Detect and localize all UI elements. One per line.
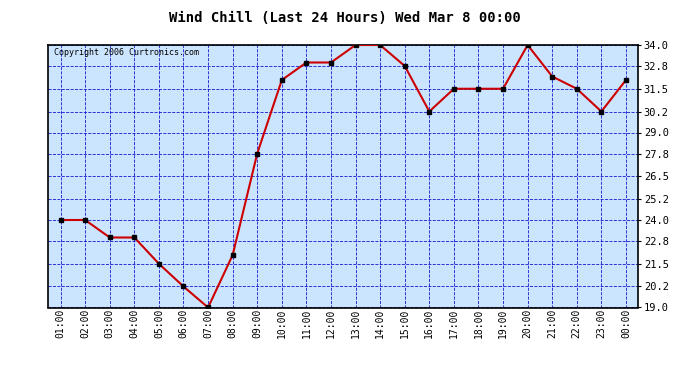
Text: Copyright 2006 Curtronics.com: Copyright 2006 Curtronics.com: [55, 48, 199, 57]
Text: Wind Chill (Last 24 Hours) Wed Mar 8 00:00: Wind Chill (Last 24 Hours) Wed Mar 8 00:…: [169, 11, 521, 25]
